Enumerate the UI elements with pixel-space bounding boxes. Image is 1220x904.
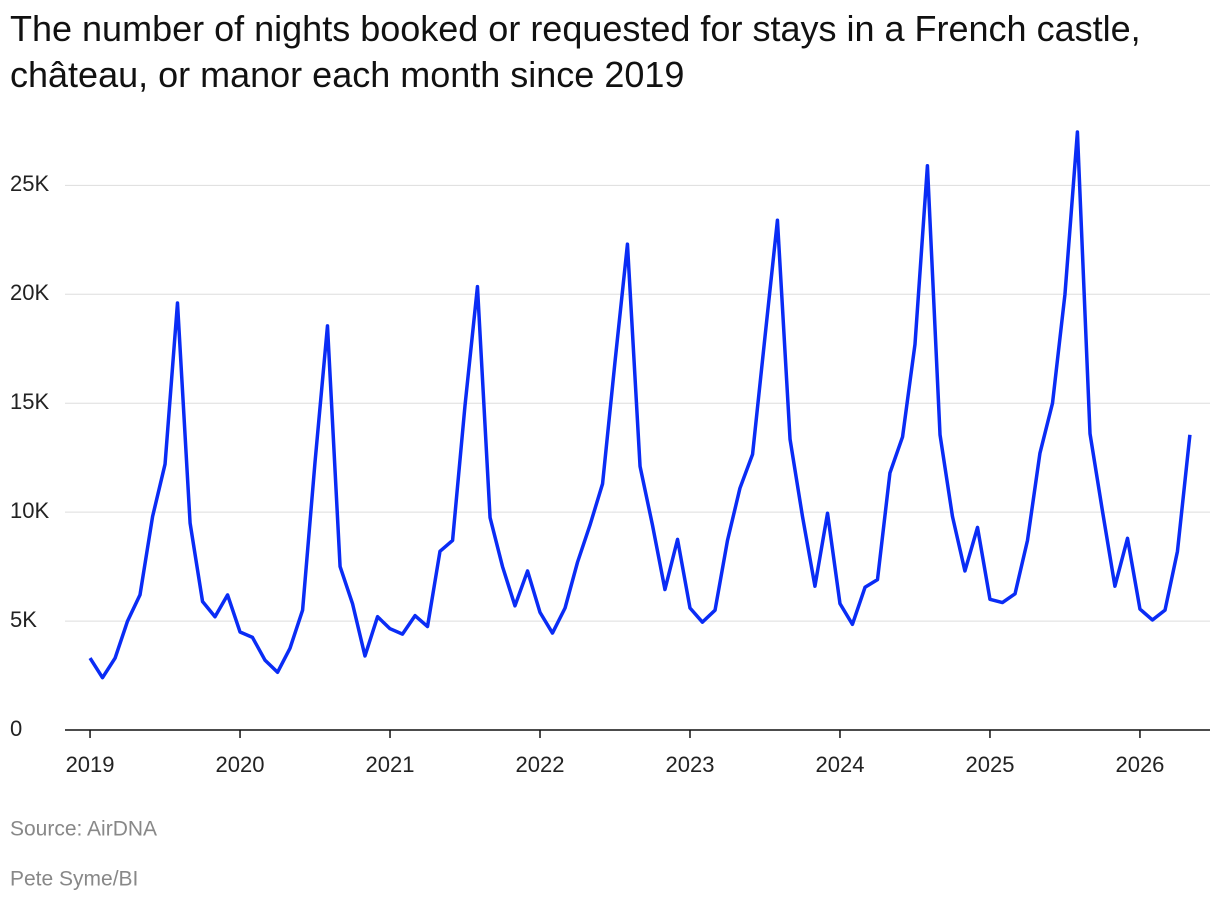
source: Source: AirDNA — [10, 818, 157, 841]
y-tick-label: 10K — [10, 498, 49, 523]
x-tick-label: 2023 — [666, 752, 715, 777]
y-tick-label: 0 — [10, 716, 22, 741]
y-tick-label: 25K — [10, 171, 49, 196]
x-tick-label: 2026 — [1115, 752, 1164, 777]
line — [88, 130, 1192, 680]
x-tick-label: 2021 — [366, 752, 415, 777]
x-tick-label: 2025 — [965, 752, 1014, 777]
x-tick-label: 2020 — [216, 752, 265, 777]
y-tick-label: 20K — [10, 280, 49, 305]
y-tick-label: 5K — [10, 607, 37, 632]
chart-title: The number of nights booked or requested… — [10, 8, 1141, 95]
y-tick-label: 15K — [10, 389, 49, 414]
x-tick-label: 2019 — [66, 752, 115, 777]
x-tick-label: 2022 — [516, 752, 565, 777]
x-tick-label: 2024 — [816, 752, 865, 777]
credit: Pete Syme/BI — [10, 868, 138, 891]
